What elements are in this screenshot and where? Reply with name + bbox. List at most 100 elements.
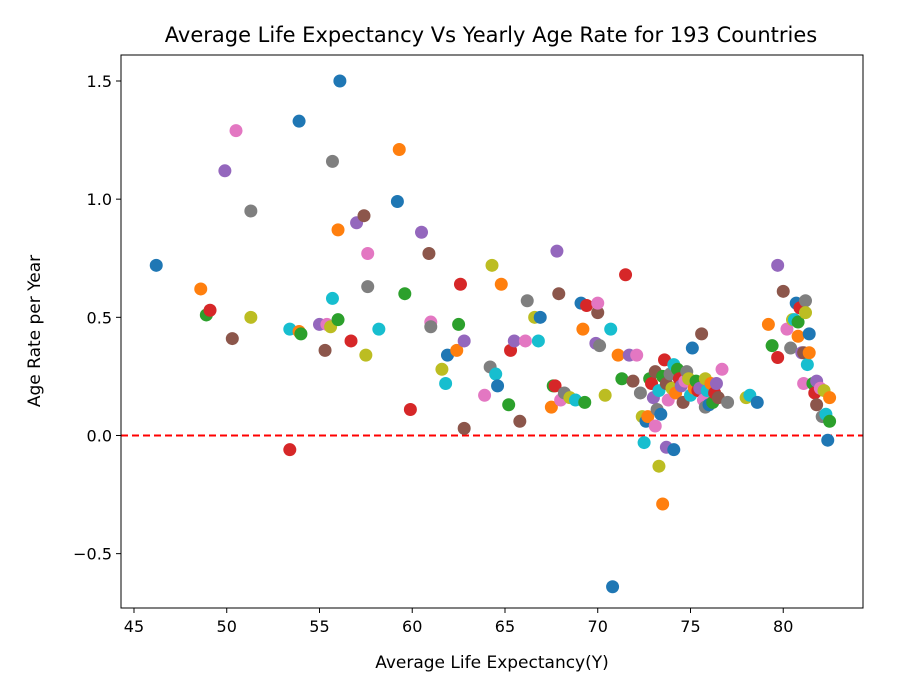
data-point xyxy=(372,322,386,336)
data-point xyxy=(548,379,562,393)
data-point xyxy=(576,322,590,336)
data-point xyxy=(398,287,412,301)
data-point xyxy=(656,497,670,511)
data-point xyxy=(810,398,824,412)
data-point xyxy=(593,339,607,353)
data-point xyxy=(637,436,651,450)
data-point xyxy=(424,320,438,334)
data-point xyxy=(283,443,297,457)
data-point xyxy=(244,204,258,218)
data-point xyxy=(415,225,429,239)
data-point xyxy=(685,341,699,355)
data-point xyxy=(552,287,566,301)
data-point xyxy=(494,277,508,291)
data-point xyxy=(403,402,417,416)
data-point xyxy=(802,346,816,360)
data-point xyxy=(721,395,735,409)
data-point xyxy=(633,386,647,400)
data-point xyxy=(695,327,709,341)
data-point xyxy=(489,367,503,381)
data-point xyxy=(225,332,239,346)
y-tick-label: 1.5 xyxy=(87,72,112,91)
data-point xyxy=(518,334,532,348)
data-point xyxy=(709,376,723,390)
y-axis-ticks: −0.5 0.0 0.5 1.0 1.5 xyxy=(73,72,121,564)
data-point xyxy=(502,398,516,412)
data-point xyxy=(823,391,837,405)
data-point xyxy=(750,395,764,409)
plot-area xyxy=(121,55,863,608)
data-point xyxy=(457,334,471,348)
data-point xyxy=(626,374,640,388)
data-point xyxy=(331,313,345,327)
data-point xyxy=(821,433,835,447)
data-point xyxy=(292,114,306,128)
data-point xyxy=(771,350,785,364)
x-tick-label: 45 xyxy=(124,617,144,636)
data-point xyxy=(667,443,681,457)
data-point xyxy=(591,296,605,310)
data-point xyxy=(784,341,798,355)
data-point xyxy=(203,303,217,317)
points-layer xyxy=(149,74,837,594)
data-point xyxy=(531,334,545,348)
data-point xyxy=(619,268,633,282)
y-tick-label: −0.5 xyxy=(73,545,112,564)
x-tick-label: 65 xyxy=(495,617,515,636)
data-point xyxy=(325,154,339,168)
data-point xyxy=(244,310,258,324)
data-point xyxy=(361,247,375,261)
y-axis-label: Age Rate per Year xyxy=(25,255,45,407)
data-point xyxy=(513,414,527,428)
x-tick-label: 55 xyxy=(309,617,329,636)
data-point xyxy=(802,327,816,341)
data-point xyxy=(791,329,805,343)
data-point xyxy=(823,414,837,428)
data-point xyxy=(294,327,308,341)
data-point xyxy=(325,291,339,305)
data-point xyxy=(550,244,564,258)
data-point xyxy=(439,376,453,390)
data-point xyxy=(392,143,406,157)
data-point xyxy=(435,362,449,376)
x-axis-ticks: 45 50 55 60 65 70 75 80 xyxy=(124,608,793,636)
data-point xyxy=(652,459,666,473)
data-point xyxy=(544,400,558,414)
x-tick-label: 75 xyxy=(680,617,700,636)
data-point xyxy=(654,407,668,421)
y-tick-label: 0.5 xyxy=(87,308,112,327)
data-point xyxy=(485,258,499,272)
data-point xyxy=(791,315,805,329)
data-point xyxy=(598,388,612,402)
data-point xyxy=(580,299,594,313)
data-point xyxy=(357,209,371,223)
x-tick-label: 80 xyxy=(773,617,793,636)
data-point xyxy=(478,388,492,402)
data-point xyxy=(776,284,790,298)
data-point xyxy=(422,247,436,261)
data-point xyxy=(318,343,332,357)
data-point xyxy=(606,580,620,594)
data-point xyxy=(450,343,464,357)
data-point xyxy=(359,348,373,362)
x-tick-label: 60 xyxy=(402,617,422,636)
data-point xyxy=(798,306,812,320)
x-tick-label: 50 xyxy=(217,617,237,636)
x-axis-label: Average Life Expectancy(Y) xyxy=(375,653,609,673)
data-point xyxy=(797,376,811,390)
y-tick-label: 0.0 xyxy=(87,426,112,445)
data-point xyxy=(491,379,505,393)
plot-frame xyxy=(120,54,864,609)
data-point xyxy=(457,421,471,435)
data-point xyxy=(771,258,785,272)
data-point xyxy=(149,258,163,272)
data-point xyxy=(218,164,232,178)
data-point xyxy=(361,280,375,294)
data-point xyxy=(611,348,625,362)
data-point xyxy=(641,410,655,424)
data-point xyxy=(194,282,208,296)
data-point xyxy=(453,277,467,291)
data-point xyxy=(800,358,814,372)
data-point xyxy=(390,195,404,209)
